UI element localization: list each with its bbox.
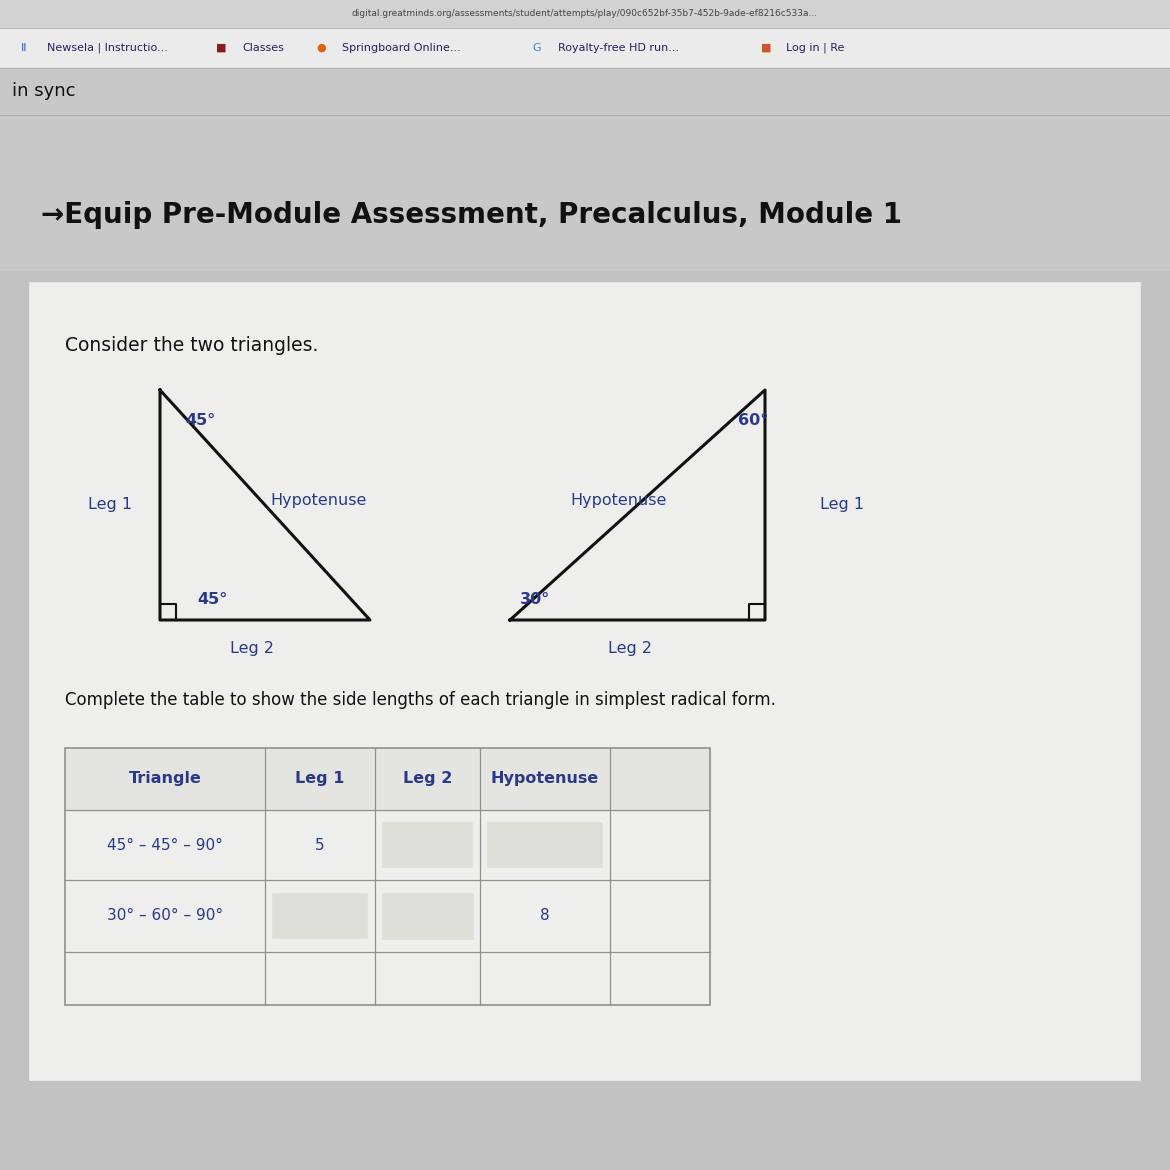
Text: Leg 1: Leg 1: [88, 497, 132, 512]
Text: 45°: 45°: [185, 413, 215, 427]
Text: →Equip Pre-Module Assessment, Precalculus, Module 1: →Equip Pre-Module Assessment, Precalculu…: [41, 201, 902, 229]
Bar: [383, 894, 472, 938]
Text: Leg 1: Leg 1: [295, 771, 345, 786]
Text: 8: 8: [541, 908, 550, 923]
Text: ●: ●: [316, 43, 325, 53]
Text: ■: ■: [760, 43, 771, 53]
Text: Hypotenuse: Hypotenuse: [570, 493, 667, 508]
Text: G: G: [532, 43, 541, 53]
Text: 60°: 60°: [738, 413, 769, 427]
Text: Royalty-free HD run...: Royalty-free HD run...: [558, 43, 680, 53]
Text: ■: ■: [216, 43, 227, 53]
Text: 45° – 45° – 90°: 45° – 45° – 90°: [108, 838, 223, 853]
Text: Leg 2: Leg 2: [402, 771, 452, 786]
Bar: [66, 748, 710, 810]
Text: 45°: 45°: [197, 592, 227, 607]
Text: Newsela | Instructio...: Newsela | Instructio...: [47, 43, 167, 54]
Text: digital.greatminds.org/assessments/student/attempts/play/090c652bf-35b7-452b-9ad: digital.greatminds.org/assessments/stude…: [352, 9, 818, 19]
Text: Leg 2: Leg 2: [230, 640, 274, 655]
Text: 30° – 60° – 90°: 30° – 60° – 90°: [106, 908, 223, 923]
Bar: [273, 894, 367, 938]
Text: Log in | Re: Log in | Re: [786, 43, 845, 54]
Text: 30°: 30°: [519, 592, 550, 607]
Text: II: II: [21, 43, 28, 53]
Bar: [30, 283, 1140, 1080]
Text: Classes: Classes: [242, 43, 284, 53]
Bar: [0, 28, 1170, 68]
Text: Triangle: Triangle: [129, 771, 201, 786]
Bar: [66, 748, 710, 1005]
Text: Consider the two triangles.: Consider the two triangles.: [66, 336, 318, 355]
Text: Leg 1: Leg 1: [820, 497, 865, 512]
Bar: [383, 823, 472, 867]
Bar: [0, 0, 1170, 28]
Text: 5: 5: [315, 838, 325, 853]
Text: Complete the table to show the side lengths of each triangle in simplest radical: Complete the table to show the side leng…: [66, 691, 776, 709]
Text: Leg 2: Leg 2: [608, 640, 652, 655]
Bar: [0, 68, 1170, 115]
Bar: [488, 823, 603, 867]
Text: in sync: in sync: [12, 82, 75, 99]
Bar: [0, 115, 1170, 270]
Text: Springboard Online...: Springboard Online...: [342, 43, 460, 53]
Text: Hypotenuse: Hypotenuse: [270, 493, 366, 508]
Text: Hypotenuse: Hypotenuse: [491, 771, 599, 786]
